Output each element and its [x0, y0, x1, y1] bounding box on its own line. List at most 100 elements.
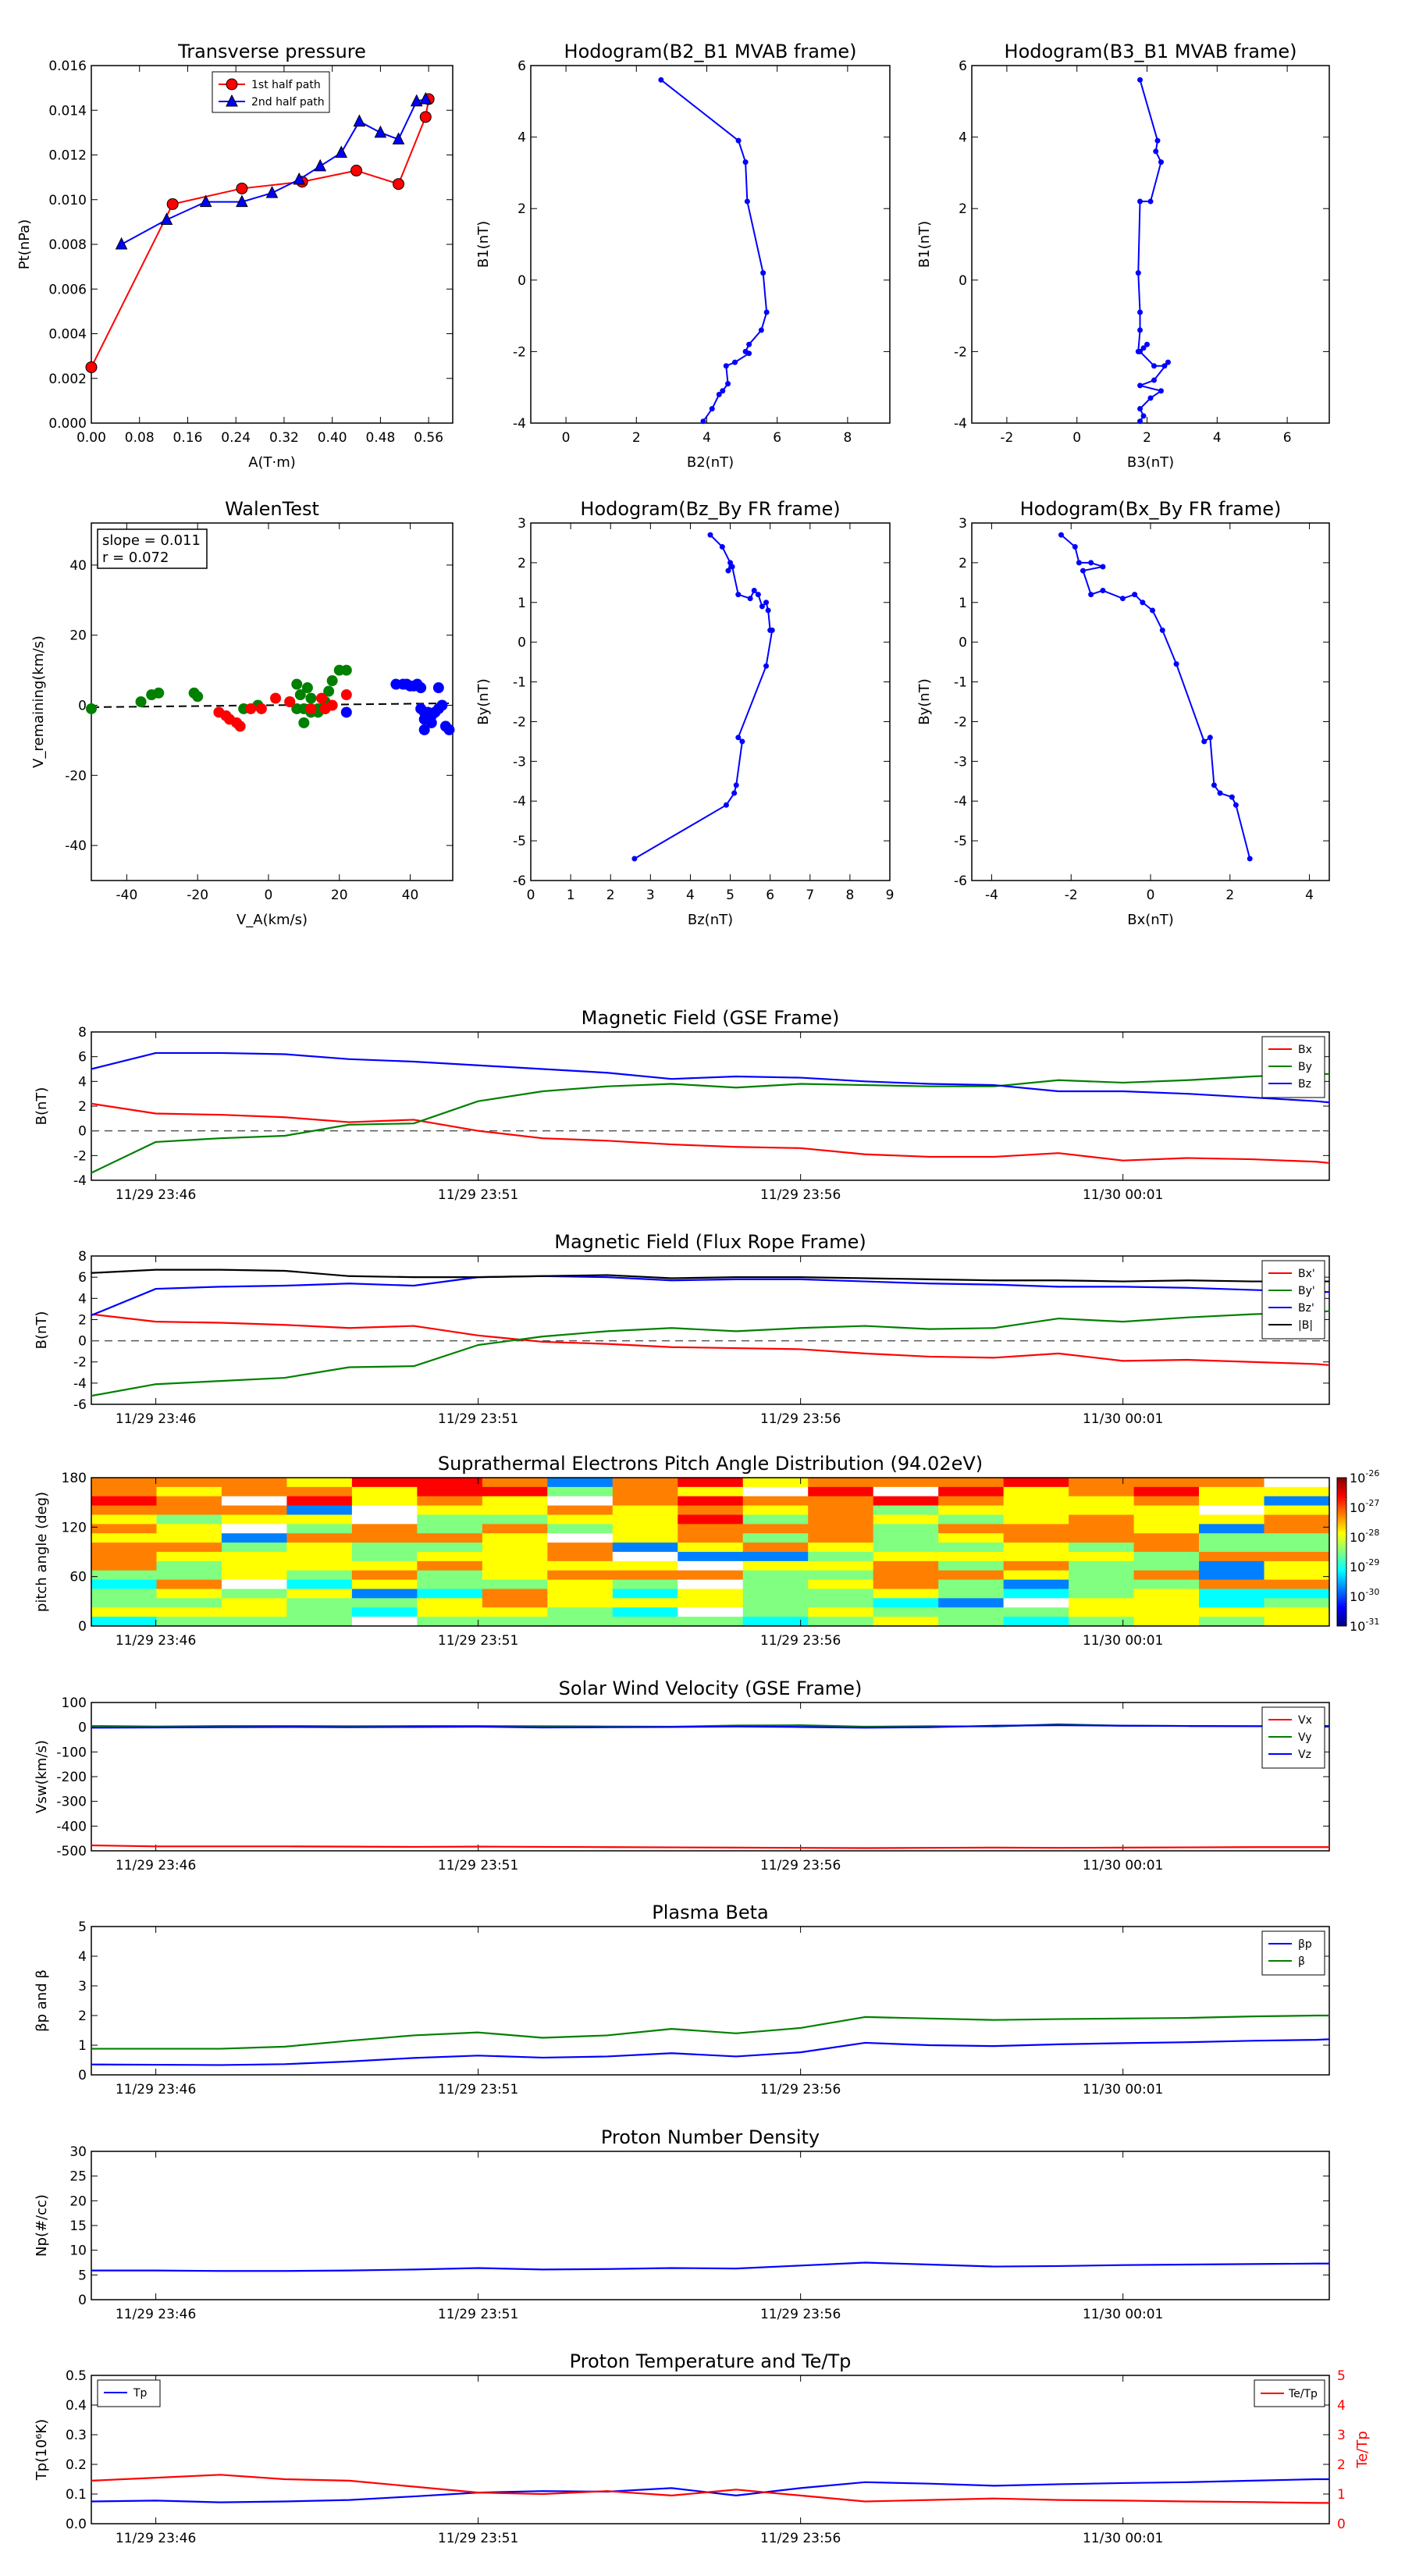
- data-point: [301, 682, 313, 694]
- heatmap-cell: [351, 1560, 418, 1571]
- heatmap-cell: [678, 1542, 744, 1553]
- plot-frame: [91, 2375, 1330, 2524]
- data-point: [760, 270, 767, 276]
- heatmap-cell: [938, 1589, 1005, 1599]
- data-point: [160, 212, 173, 226]
- x-axis-label: A(T·m): [248, 454, 296, 471]
- data-point: [765, 607, 771, 614]
- heatmap-cell: [1003, 1589, 1069, 1599]
- heatmap-cell: [612, 1552, 678, 1562]
- heatmap-cell: [221, 1478, 287, 1488]
- data-point: [1135, 270, 1141, 276]
- data-point: [1173, 661, 1179, 667]
- legend-label: Te/Tp: [1288, 2388, 1318, 2400]
- heatmap-cell: [612, 1589, 678, 1599]
- heatmap-cell: [1003, 1552, 1069, 1562]
- heatmap-cell: [221, 1598, 287, 1608]
- chart-title: Hodogram(Bx_By FR frame): [1020, 498, 1282, 520]
- heatmap-cell: [547, 1589, 614, 1599]
- data-point: [1058, 532, 1064, 538]
- colorbar-tick-base: 10: [1350, 1589, 1365, 1604]
- heatmap-cell: [1069, 1589, 1135, 1599]
- heatmap-cell: [938, 1607, 1005, 1617]
- heatmap-cell: [351, 1552, 418, 1562]
- heatmap-cell: [742, 1505, 809, 1515]
- data-point: [1140, 413, 1147, 419]
- x-tick-label: 2: [632, 430, 641, 446]
- legend-label: |B|: [1298, 1319, 1313, 1332]
- heatmap-cell: [91, 1496, 157, 1507]
- heatmap-cell: [482, 1486, 548, 1497]
- y2-tick-label: 2: [1337, 2457, 1346, 2473]
- heatmap-cell: [1069, 1514, 1135, 1525]
- heatmap-cell: [938, 1505, 1005, 1515]
- y-tick-label: 0: [518, 635, 526, 651]
- heatmap-cell: [91, 1533, 157, 1543]
- colorbar-tick-label: 10-26: [1350, 1468, 1379, 1485]
- x-tick-label: 1: [567, 888, 575, 903]
- heatmap-cell: [1199, 1570, 1265, 1581]
- heatmap-cell: [742, 1533, 809, 1543]
- data-point: [1137, 382, 1144, 389]
- heatmap-cell: [678, 1598, 744, 1608]
- x-tick-label: 11/30 00:01: [1083, 1187, 1163, 1203]
- annotation-box: [97, 528, 208, 569]
- y-tick-label: 0: [78, 1334, 87, 1350]
- data-point: [1080, 568, 1086, 574]
- chart-h4-hodogram: Hodogram(Bx_By FR frame) -6 -5 -4 -3 -2 -1 0 1 2 3…: [916, 498, 1330, 928]
- data-point: [1088, 560, 1094, 566]
- series-line-Vx: [91, 1844, 1329, 1849]
- y-tick-label: 2: [518, 556, 526, 571]
- heatmap-cell: [612, 1617, 678, 1627]
- y-tick-label: -2: [954, 714, 967, 730]
- x-axis-label: Bx(nT): [1127, 912, 1173, 928]
- colorbar-tick-exponent: -29: [1365, 1557, 1379, 1567]
- x-tick-label: 11/30 00:01: [1083, 1633, 1163, 1649]
- legend-label: Bz: [1298, 1078, 1311, 1091]
- y-axis-label: B1(nT): [475, 221, 492, 268]
- y-tick-label: -2: [954, 344, 967, 360]
- x-tick-label: 2: [1225, 888, 1234, 903]
- heatmap-cell: [1069, 1617, 1135, 1627]
- heatmap-cell: [156, 1617, 222, 1627]
- hodogram-line: [1137, 80, 1169, 422]
- heatmap-cell: [482, 1542, 548, 1553]
- y-axis-label: V_remaining(km/s): [30, 635, 47, 768]
- colorbar-tick-label: 10-30: [1350, 1587, 1379, 1604]
- x-tick-label: 11/30 00:01: [1083, 2531, 1163, 2546]
- heatmap-cell: [482, 1598, 548, 1608]
- heatmap-cell: [286, 1524, 353, 1534]
- y-tick-label: 2: [78, 2008, 87, 2024]
- heatmap-cell: [156, 1505, 222, 1515]
- x-tick-label: 8: [845, 888, 854, 903]
- data-point: [374, 125, 387, 138]
- colorbar-tick-label: 10-28: [1350, 1528, 1379, 1545]
- y-tick-label: -40: [65, 838, 87, 854]
- heatmap-cell: [1003, 1617, 1069, 1627]
- y-tick-label: -100: [56, 1745, 87, 1760]
- heatmap-cell: [286, 1533, 353, 1543]
- legend-label: Vx: [1298, 1714, 1312, 1727]
- data-point: [1147, 395, 1154, 401]
- heatmap-cell: [873, 1505, 939, 1515]
- y-tick-label: -6: [73, 1397, 87, 1413]
- heatmap-cell: [678, 1560, 744, 1571]
- data-point: [1147, 198, 1154, 205]
- heatmap-cell: [1133, 1579, 1200, 1589]
- heatmap-cell: [1199, 1496, 1265, 1507]
- heatmap-cell: [547, 1478, 614, 1488]
- data-point: [1207, 735, 1213, 741]
- heatmap-cell: [482, 1607, 548, 1617]
- heatmap-cell: [221, 1496, 287, 1507]
- y2-tick-label: 5: [1337, 2368, 1346, 2384]
- data-point: [255, 703, 267, 714]
- heatmap-cell: [1069, 1524, 1135, 1534]
- data-point: [1137, 327, 1144, 333]
- data-point: [1247, 856, 1253, 862]
- heatmap-cell: [482, 1617, 548, 1627]
- data-point: [1119, 596, 1126, 602]
- data-point: [1140, 345, 1147, 351]
- plot-frame: [91, 1702, 1330, 1852]
- x-tick-label: 11/29 23:51: [438, 1858, 518, 1873]
- heatmap-cell: [1069, 1552, 1135, 1562]
